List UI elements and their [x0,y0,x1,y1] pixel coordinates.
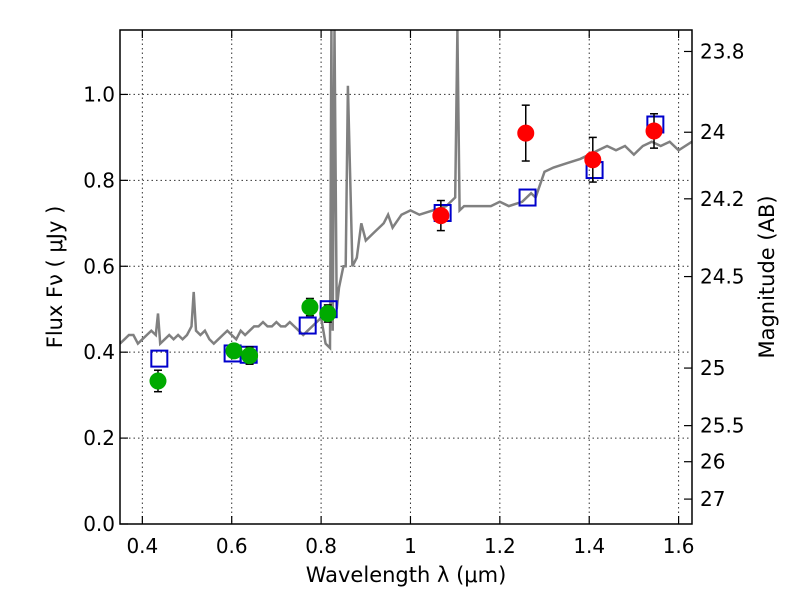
right-tick-label: 23.8 [700,39,745,63]
observed-point [301,298,319,316]
right-tick-label: 24 [700,120,725,144]
observed-point [584,151,602,169]
observed-point [432,207,450,225]
y-tick-label: 1.0 [83,82,115,106]
grid [120,30,692,525]
y-tick-label: 0.2 [83,426,115,450]
y-tick-labels: 0.0 0.2 0.4 0.6 0.8 1.0 [83,82,115,536]
axis-ticks [120,30,692,525]
observed-points [149,122,663,390]
right-tick-labels: 23.8 24 24.2 24.5 25 25.5 26 27 [700,39,745,511]
plot-frame [119,29,693,525]
x-axis-label: Wavelength λ (μm) [306,563,507,587]
model-spectrum-line [120,30,692,351]
x-tick-label: 0.4 [126,534,158,558]
observed-point [645,122,663,140]
y-tick-label: 0.4 [83,340,115,364]
observed-point [149,372,167,390]
x-tick-label: 1.6 [663,534,695,558]
y-tick-label: 0.6 [83,254,115,278]
model-square [518,188,537,207]
right-tick-label: 25 [700,356,725,380]
model-square [298,316,317,335]
x-tick-labels: 0.4 0.6 0.8 1 1.2 1.4 1.6 [126,534,694,558]
observed-point [225,342,243,360]
right-axis-label: Magnitude (AB) [755,195,779,358]
observed-point [319,305,337,323]
right-tick-label: 24.2 [700,187,745,211]
x-tick-label: 0.8 [305,534,337,558]
y-tick-label: 0.0 [83,512,115,536]
plot-area [120,30,692,393]
right-tick-label: 26 [700,450,725,474]
right-tick-label: 24.5 [700,265,745,289]
right-tick-label: 27 [700,487,725,511]
x-tick-label: 1.4 [573,534,605,558]
right-tick-label: 25.5 [700,414,745,438]
x-tick-label: 1 [404,534,417,558]
observed-point [241,347,259,365]
x-tick-label: 1.2 [484,534,516,558]
model-square [150,349,169,368]
observed-point [517,124,535,142]
x-tick-label: 0.6 [216,534,248,558]
y-tick-label: 0.8 [83,168,115,192]
y-axis-label: Flux Fν ( μJy ) [43,206,67,349]
